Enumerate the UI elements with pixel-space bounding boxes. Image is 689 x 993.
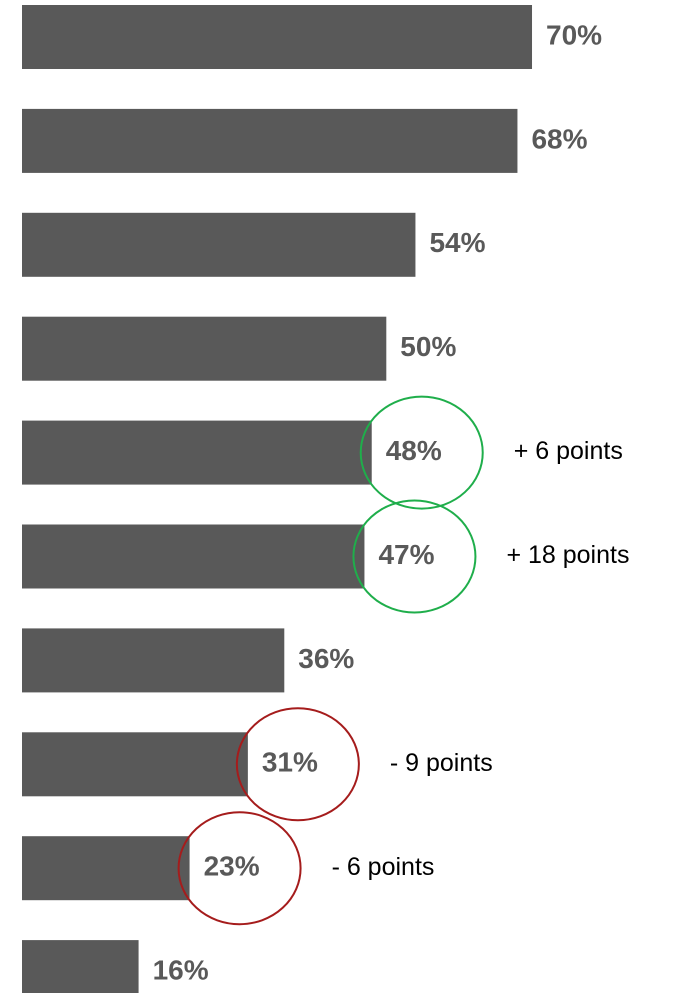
value-label: 47% (378, 539, 434, 570)
bar (22, 628, 285, 693)
value-label: 48% (386, 435, 442, 466)
value-label: 54% (429, 227, 485, 258)
annotation: - 6 points (332, 853, 435, 881)
bar (22, 524, 365, 589)
value-label: 36% (298, 643, 354, 674)
value-label: 68% (531, 123, 587, 154)
annotation: + 18 points (506, 541, 629, 569)
bar (22, 5, 533, 69)
value-label: 70% (546, 19, 602, 50)
value-label: 31% (262, 747, 318, 778)
bar (22, 732, 248, 797)
highlight-circle (359, 395, 484, 510)
value-label: 50% (400, 331, 456, 362)
bar (22, 420, 372, 485)
annotation: + 6 points (514, 437, 623, 465)
bar (22, 212, 416, 277)
highlight-circle (177, 811, 302, 926)
bar (22, 108, 518, 173)
bar (22, 940, 139, 993)
highlight-circle (235, 707, 360, 822)
value-label: 16% (153, 954, 209, 985)
bar (22, 316, 387, 381)
highlight-circle (352, 499, 477, 614)
annotation: - 9 points (390, 749, 493, 777)
bar (22, 836, 190, 901)
value-label: 23% (204, 851, 260, 882)
